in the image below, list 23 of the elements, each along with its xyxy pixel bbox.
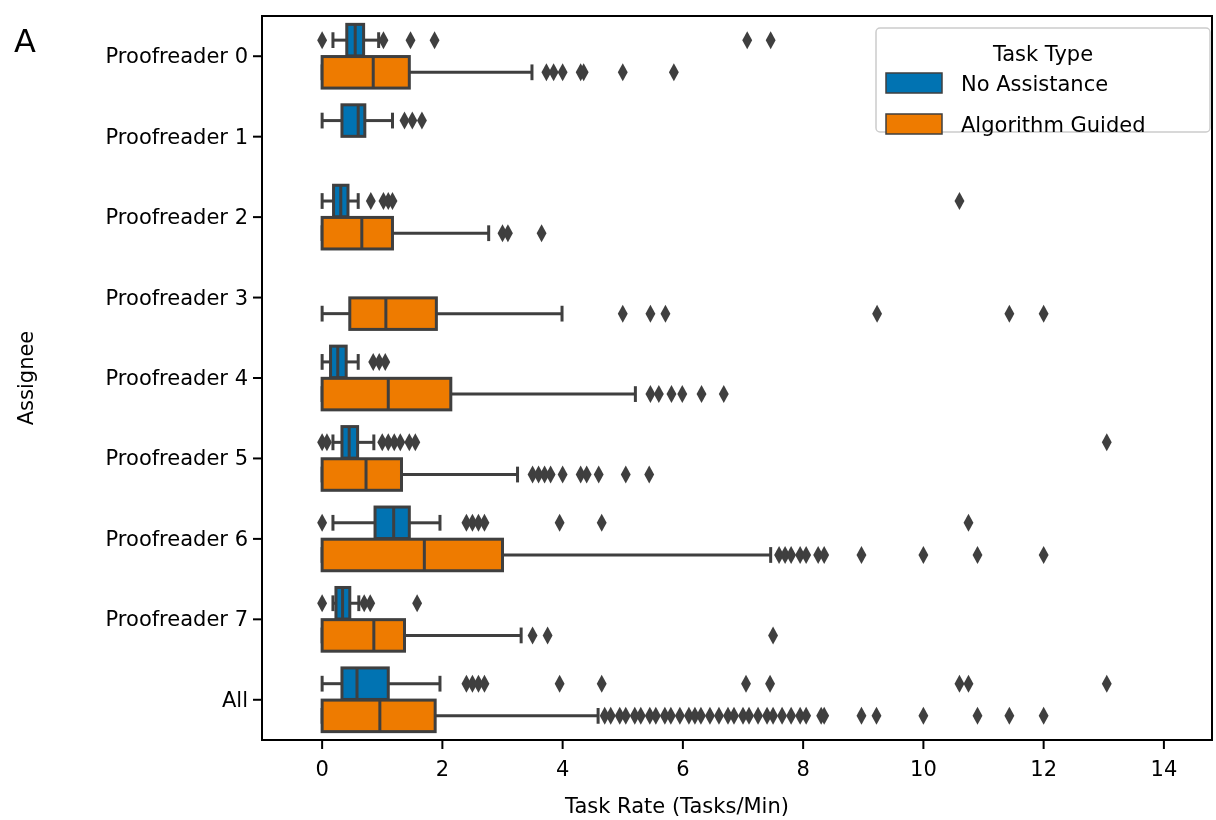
y-tick-label: Proofreader 2 bbox=[105, 205, 248, 230]
y-tick-label: Proofreader 4 bbox=[105, 366, 248, 390]
x-tick-label: 0 bbox=[315, 757, 329, 781]
x-tick-label: 12 bbox=[1030, 757, 1058, 781]
text: A bbox=[14, 22, 36, 60]
legend-label: Algorithm Guided bbox=[961, 113, 1146, 137]
y-tick-label: Proofreader 3 bbox=[105, 285, 248, 310]
x-tick-label: 8 bbox=[796, 757, 810, 781]
y-tick-label: Proofreader 6 bbox=[105, 526, 248, 551]
legend-title: Task Type bbox=[991, 42, 1094, 66]
y-tick-label: All bbox=[221, 687, 248, 712]
y-axis-title: Assignee bbox=[14, 330, 38, 426]
y-tick-label: Proofreader 1 bbox=[105, 124, 248, 149]
y-tick-label: Proofreader 7 bbox=[105, 607, 248, 632]
x-tick-label: 2 bbox=[435, 757, 450, 781]
y-tick-label: Proofreader 0 bbox=[105, 44, 248, 69]
x-axis-title: Task Rate (Tasks/Min) bbox=[564, 794, 789, 818]
legend-label: No Assistance bbox=[961, 72, 1109, 96]
y-tick-label: Proofreader 5 bbox=[105, 446, 248, 471]
x-tick-label: 6 bbox=[676, 757, 690, 781]
x-tick-label: 4 bbox=[555, 757, 570, 781]
x-tick-label: 10 bbox=[910, 757, 937, 781]
x-tick-label: 14 bbox=[1150, 757, 1178, 781]
